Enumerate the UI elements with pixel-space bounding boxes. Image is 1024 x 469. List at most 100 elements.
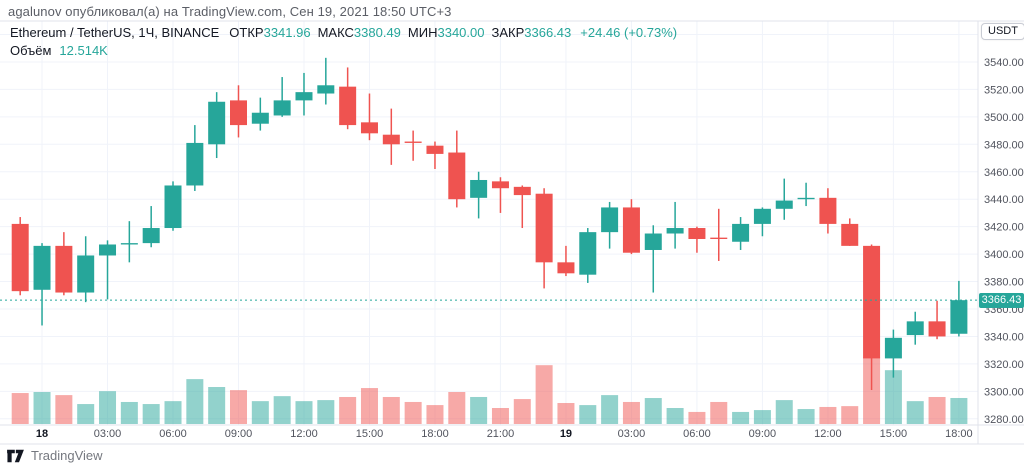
candle-body	[55, 245, 73, 293]
legend-open: ОТКР3341.96	[229, 25, 311, 40]
time-tick-label: 06:00	[683, 428, 711, 440]
candle-body	[513, 186, 531, 196]
candle-body	[142, 228, 160, 244]
candle-body	[404, 141, 422, 143]
volume-bar	[208, 387, 226, 424]
volume-bar	[11, 393, 29, 424]
legend-high: МАКС3380.49	[317, 25, 401, 40]
candle-body	[491, 181, 509, 189]
volume-bar	[732, 411, 750, 424]
candle-body	[33, 245, 51, 290]
candle-body	[841, 223, 859, 246]
volume-bar	[295, 401, 313, 424]
volume-bar	[120, 401, 138, 424]
legend-ohlc-row: Ethereum / TetherUS, 1Ч, BINANCE ОТКР334…	[10, 25, 677, 40]
volume-bar	[863, 357, 881, 424]
tradingview-logo-icon[interactable]	[6, 449, 25, 463]
time-tick-label: 06:00	[159, 428, 187, 440]
candle-body	[622, 207, 640, 253]
tradingview-brand-text[interactable]: TradingView	[31, 448, 103, 463]
legend-volume-row: Объём 12.514K	[10, 43, 677, 58]
volume-bar	[448, 391, 466, 424]
price-tick-label: 3280.00	[984, 414, 1024, 426]
candle-body	[339, 86, 357, 126]
candle-body	[317, 85, 335, 94]
time-tick-label: 18:00	[421, 428, 449, 440]
axes: 3560.003540.003520.003500.003480.003460.…	[36, 30, 1024, 441]
time-tick-label: 12:00	[814, 428, 842, 440]
volume-bar	[950, 397, 968, 424]
volume-bar	[77, 404, 95, 424]
volume-bar	[382, 396, 400, 424]
quote-currency-badge: USDT	[981, 23, 1024, 40]
price-tick-label: 3520.00	[984, 84, 1024, 96]
volume-bar	[819, 406, 837, 424]
time-tick-label: 03:00	[618, 428, 646, 440]
tradingview-attribution[interactable]: TradingView	[6, 448, 103, 463]
candle-body	[99, 244, 117, 256]
time-tick-label: 15:00	[356, 428, 384, 440]
volume-bar	[688, 411, 706, 424]
candle-body	[77, 255, 95, 293]
volume-bar	[775, 400, 793, 424]
volume-bar	[797, 409, 815, 424]
candles	[11, 57, 968, 390]
time-tick-label: 21:00	[487, 428, 515, 440]
price-tick-label: 3340.00	[984, 331, 1024, 343]
price-tick-label: 3400.00	[984, 249, 1024, 261]
volume-bars	[11, 357, 968, 424]
time-tick-label: 18:00	[945, 428, 973, 440]
volume-bar	[186, 379, 204, 424]
grid-lines	[0, 21, 978, 425]
candle-body	[208, 101, 226, 145]
candle-body	[273, 100, 291, 116]
candle-body	[863, 245, 881, 359]
candle-body	[710, 237, 728, 240]
candle-body	[601, 207, 619, 233]
overlays	[0, 20, 1024, 445]
volume-bar	[928, 396, 946, 424]
volume-bar	[426, 405, 444, 424]
volume-bar	[404, 401, 422, 424]
legend-low: МИН3340.00	[407, 25, 485, 40]
volume-bar	[557, 403, 575, 424]
volume-bar	[601, 395, 619, 424]
volume-bar	[251, 401, 269, 424]
volume-bar	[360, 388, 378, 424]
candle-body	[688, 228, 706, 240]
candle-body	[753, 208, 771, 224]
volume-bar	[666, 407, 684, 424]
candle-body	[295, 92, 313, 101]
price-tick-label: 3480.00	[984, 139, 1024, 151]
price-change: +24.46 (+0.73%)	[580, 25, 678, 40]
volume-bar	[470, 396, 488, 424]
time-tick-label: 18	[36, 428, 48, 440]
candle-body	[557, 262, 575, 274]
price-tick-label: 3440.00	[984, 194, 1024, 206]
candle-body	[120, 243, 138, 245]
publish-byline: agalunov опубликовал(а) на TradingView.c…	[8, 4, 452, 19]
chart-legend: Ethereum / TetherUS, 1Ч, BINANCE ОТКР334…	[10, 25, 677, 58]
candle-body	[535, 193, 553, 263]
candle-body	[906, 321, 924, 336]
price-tick-label: 3500.00	[984, 112, 1024, 124]
price-tick-label: 3460.00	[984, 167, 1024, 179]
time-tick-label: 03:00	[94, 428, 122, 440]
candle-body	[950, 300, 968, 334]
volume-label: Объём	[10, 43, 52, 58]
time-tick-label: 09:00	[749, 428, 777, 440]
volume-bar	[317, 400, 335, 424]
volume-bar	[753, 410, 771, 424]
candle-body	[470, 179, 488, 198]
candle-body	[644, 233, 662, 250]
volume-bar	[906, 401, 924, 424]
legend-close: ЗАКР3366.43	[491, 25, 572, 40]
candle-body	[251, 112, 269, 124]
candle-body	[928, 321, 946, 337]
time-tick-label: 12:00	[290, 428, 318, 440]
price-tick-label: 3420.00	[984, 222, 1024, 234]
volume-bar	[884, 370, 902, 424]
volume-bar	[535, 365, 553, 424]
volume-bar	[710, 401, 728, 424]
